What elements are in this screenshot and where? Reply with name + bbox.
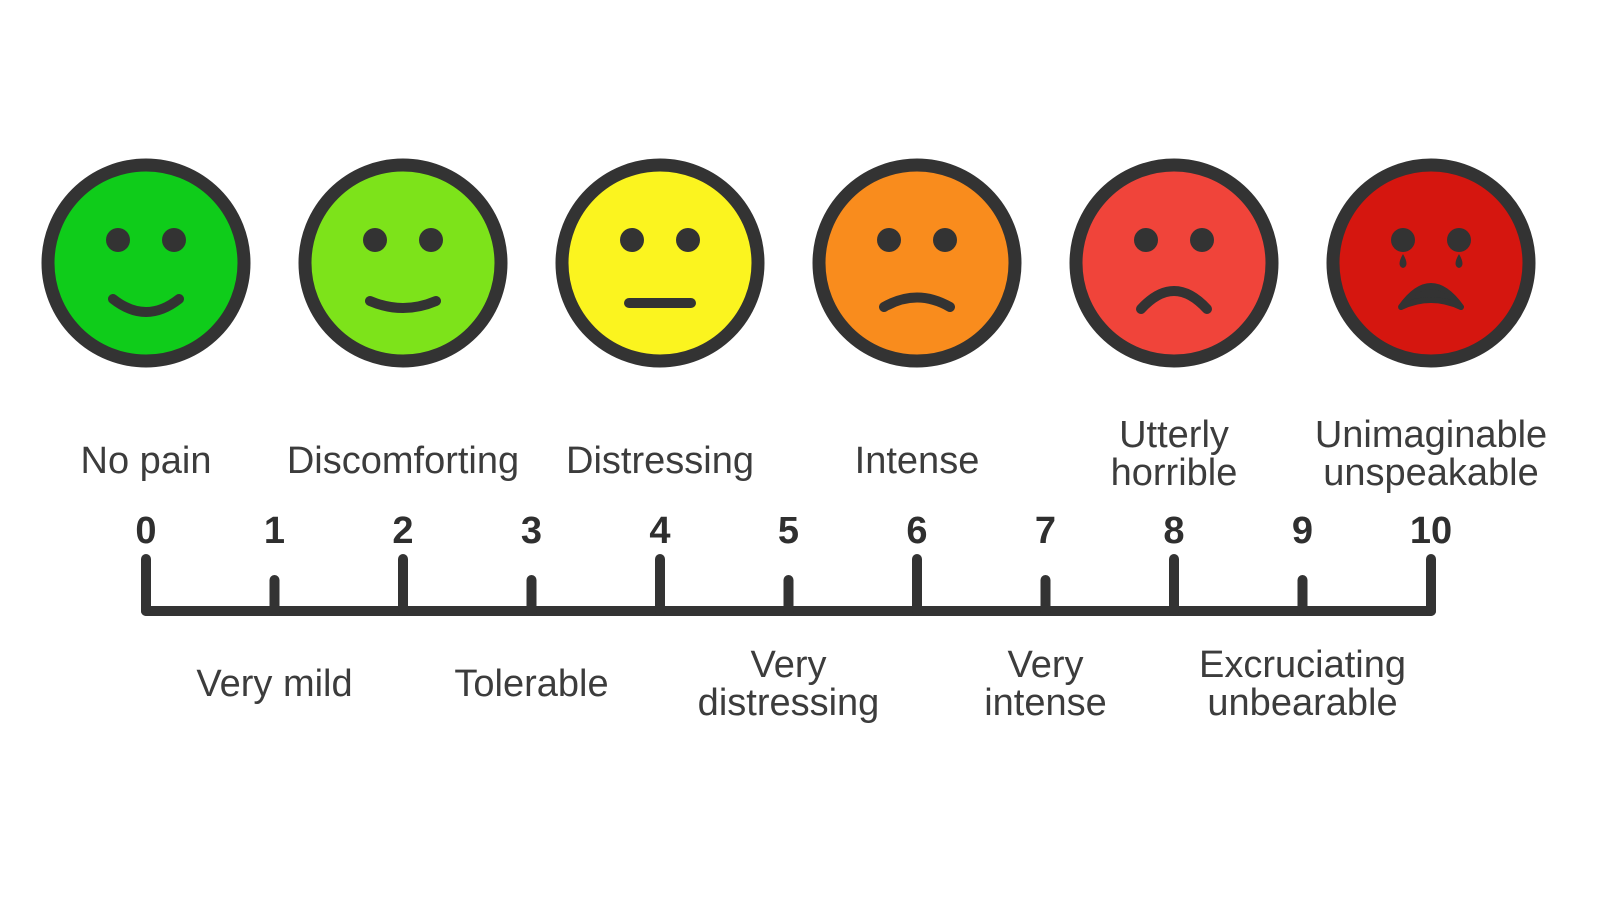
left-eye bbox=[363, 228, 387, 252]
level-label-2: Discomforting bbox=[287, 442, 519, 480]
mouth bbox=[879, 292, 955, 312]
level-label-10-line: Unimaginable bbox=[1314, 414, 1548, 456]
left-tear bbox=[1399, 254, 1407, 268]
level-label-10-line: unspeakable bbox=[1323, 452, 1539, 494]
right-eye bbox=[162, 228, 186, 252]
scale-axis bbox=[141, 554, 1436, 616]
face-smile-icon bbox=[298, 158, 508, 368]
face-circle bbox=[1326, 158, 1536, 368]
face-circle bbox=[41, 158, 251, 368]
level-label-8: Utterly horrible bbox=[1111, 416, 1238, 492]
level-label-4-line: Distressing bbox=[566, 440, 754, 482]
level-label-8-line: Utterly bbox=[1119, 414, 1229, 456]
right-eye bbox=[419, 228, 443, 252]
face-circle bbox=[1069, 158, 1279, 368]
mouth bbox=[365, 296, 441, 313]
left-eye bbox=[877, 228, 901, 252]
right-eye bbox=[933, 228, 957, 252]
scale-number-8: 8 bbox=[1163, 510, 1185, 552]
level-label-0: No pain bbox=[81, 442, 212, 480]
face-big-smile-icon bbox=[41, 158, 251, 368]
level-label-2-line: Discomforting bbox=[286, 440, 520, 482]
scale-number-5: 5 bbox=[777, 510, 800, 552]
level-label-6: Intense bbox=[855, 442, 980, 480]
scale-number-3: 3 bbox=[520, 510, 543, 552]
left-eye bbox=[1391, 228, 1415, 252]
level-label-5: Very distressing bbox=[698, 646, 880, 722]
level-label-1: Very mild bbox=[196, 665, 352, 703]
scale-number-1: 1 bbox=[263, 510, 286, 552]
scale-number-10: 10 bbox=[1409, 510, 1453, 552]
level-label-7-line: intense bbox=[984, 682, 1107, 724]
left-eye bbox=[620, 228, 644, 252]
right-eye bbox=[1447, 228, 1471, 252]
level-label-1-line: Very mild bbox=[196, 663, 353, 705]
level-label-7-line: Very bbox=[1007, 644, 1084, 686]
level-label-0-line: No pain bbox=[80, 440, 212, 482]
scale-number-7: 7 bbox=[1034, 510, 1057, 552]
level-label-9-line: Excruciating bbox=[1199, 644, 1406, 686]
mouth bbox=[108, 294, 184, 317]
level-label-5-line: distressing bbox=[697, 682, 880, 724]
face-neutral-icon bbox=[555, 158, 765, 368]
face-crying-icon bbox=[1326, 158, 1536, 368]
face-circle bbox=[298, 158, 508, 368]
crying-mouth bbox=[1398, 283, 1464, 310]
level-label-6-line: Intense bbox=[854, 440, 980, 482]
level-label-9: Excruciating unbearable bbox=[1199, 646, 1406, 722]
face-circle bbox=[555, 158, 765, 368]
face-big-frown-icon bbox=[1069, 158, 1279, 368]
right-tear bbox=[1455, 254, 1463, 268]
level-label-5-line: Very bbox=[750, 644, 827, 686]
right-eye bbox=[1190, 228, 1214, 252]
level-label-3-line: Tolerable bbox=[454, 663, 609, 705]
level-label-3: Tolerable bbox=[454, 665, 608, 703]
faces-row bbox=[41, 158, 1536, 368]
scale-number-4: 4 bbox=[649, 510, 671, 552]
right-eye bbox=[676, 228, 700, 252]
scale-number-9: 9 bbox=[1291, 510, 1314, 552]
left-eye bbox=[1134, 228, 1158, 252]
mouth bbox=[1136, 286, 1212, 314]
left-eye bbox=[106, 228, 130, 252]
face-circle bbox=[812, 158, 1022, 368]
level-label-8-line: horrible bbox=[1110, 452, 1238, 494]
scale-number-2: 2 bbox=[392, 510, 414, 552]
level-label-9-line: unbearable bbox=[1207, 682, 1398, 724]
level-label-4: Distressing bbox=[566, 442, 754, 480]
scale-number-6: 6 bbox=[906, 510, 928, 552]
scale-number-0: 0 bbox=[135, 510, 157, 552]
face-frown-icon bbox=[812, 158, 1022, 368]
level-label-10: Unimaginable unspeakable bbox=[1315, 416, 1547, 492]
level-label-7: Very intense bbox=[984, 646, 1107, 722]
